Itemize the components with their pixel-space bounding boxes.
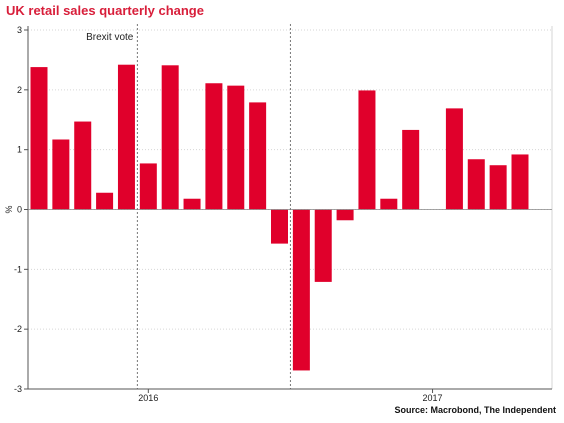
bar bbox=[380, 198, 398, 210]
bar bbox=[227, 85, 245, 210]
y-tick-label: -1 bbox=[14, 264, 22, 274]
bar bbox=[205, 83, 223, 210]
x-tick-label: 2017 bbox=[423, 393, 443, 403]
marker-annotation: Brexit vote bbox=[86, 32, 134, 43]
y-tick-label: -2 bbox=[14, 324, 22, 334]
bar bbox=[117, 64, 135, 210]
bar bbox=[336, 209, 354, 221]
x-axis: 2016 2017 bbox=[28, 388, 552, 403]
bar bbox=[183, 198, 201, 210]
bar bbox=[161, 65, 179, 210]
bar bbox=[249, 102, 267, 210]
bar bbox=[467, 159, 485, 210]
bar bbox=[445, 108, 463, 210]
vertical-markers: Brexit vote bbox=[86, 24, 291, 389]
bar bbox=[74, 121, 92, 210]
y-axis: -3 -2 -1 0 1 2 3 bbox=[14, 25, 29, 394]
x-tick-label: 2016 bbox=[138, 393, 158, 403]
y-tick-label: 2 bbox=[17, 85, 22, 95]
bar bbox=[402, 129, 420, 210]
y-tick-label: 3 bbox=[17, 25, 22, 35]
y-tick-label: 1 bbox=[17, 145, 22, 155]
bar bbox=[139, 163, 157, 210]
chart-title: UK retail sales quarterly change bbox=[6, 3, 204, 18]
y-tick-label: -3 bbox=[14, 384, 22, 394]
bar bbox=[96, 192, 114, 210]
y-tick-label: 0 bbox=[17, 205, 22, 215]
bars bbox=[28, 64, 552, 371]
bar bbox=[30, 67, 48, 210]
y-axis-label: % bbox=[4, 205, 14, 213]
bar bbox=[314, 209, 332, 282]
bar bbox=[292, 209, 310, 371]
bar bbox=[52, 139, 70, 210]
bar bbox=[271, 209, 288, 244]
source-note: Source: Macrobond, The Independent bbox=[394, 405, 556, 415]
bar bbox=[489, 165, 507, 210]
bar bbox=[358, 90, 376, 210]
bar bbox=[511, 154, 529, 210]
